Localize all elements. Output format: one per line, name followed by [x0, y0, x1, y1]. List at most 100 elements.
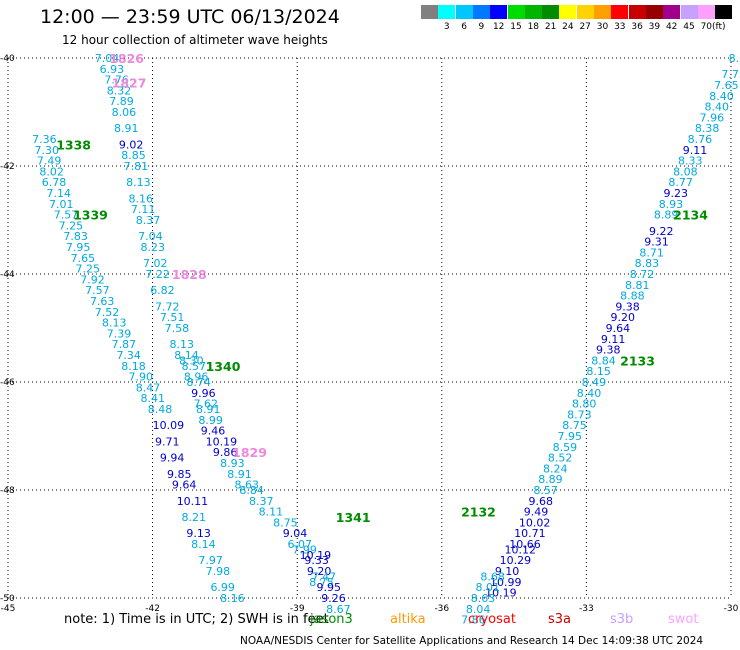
wave-height-label: 10.12 — [504, 543, 535, 556]
wave-height-label: 8.84 — [591, 354, 616, 367]
wave-height-label: 7.90 — [129, 371, 154, 384]
pass-time-label: 1341 — [336, 510, 371, 525]
wave-height-label: 6.82 — [150, 284, 175, 297]
wave-height-label: 8.37 — [136, 214, 161, 227]
x-tick-label: -36 — [434, 604, 449, 614]
wave-height-label: 8.63 — [235, 479, 259, 492]
wave-height-label: 9.71 — [155, 435, 180, 448]
y-tick-label: -40 — [0, 54, 15, 64]
wave-height-label: 8.04 — [466, 603, 491, 616]
wave-height-label: 9.04 — [283, 527, 308, 540]
wave-height-label: 8.84 — [239, 484, 263, 497]
wave-height-label: 9.38 — [615, 300, 640, 313]
wave-height-label: 8.76 — [688, 133, 713, 146]
wave-height-label: 8.24 — [543, 462, 568, 475]
wave-height-label: 8.18 — [121, 360, 145, 373]
wave-height-label: 8.59 — [553, 441, 578, 454]
pass-time-label: 1338 — [56, 137, 91, 152]
wave-height-label: 7.75 — [721, 68, 740, 81]
wave-height-label: 8.91 — [114, 122, 139, 135]
pass-time-label: 2132 — [461, 505, 496, 520]
wave-height-label: 8.06 — [112, 106, 137, 119]
pass-time-label: 1827 — [112, 75, 147, 90]
wave-height-label: 9.22 — [649, 225, 674, 238]
wave-height-label: 9.64 — [172, 479, 197, 492]
legend-swatch — [680, 5, 698, 19]
wave-height-label: 7.65 — [71, 252, 96, 265]
legend-label: 27 — [579, 22, 591, 32]
wave-height-label: 6.07 — [288, 538, 313, 551]
wave-height-label: 8.14 — [191, 538, 216, 551]
legend-label: 42 — [665, 22, 678, 32]
mission-cryosat: cryosat — [468, 612, 516, 627]
axis-layer: -45 -42 -39 -36 -33 -30 -40 -42 -44 -46 -48 -50 — [0, 54, 739, 614]
wave-height-label: 8.85 — [121, 149, 145, 162]
wave-height-label: 9.13 — [186, 527, 211, 540]
wave-height-label: 7.62 — [194, 398, 219, 411]
wave-height-label: 7.97 — [198, 554, 223, 567]
legend-swatch — [507, 5, 525, 19]
wave-height-label: 9.11 — [683, 144, 708, 157]
wave-height-label: 8.71 — [639, 246, 664, 259]
wave-height-label: 7.51 — [160, 311, 185, 324]
wave-height-label: 7.65 — [714, 79, 739, 92]
wave-height-label: 8.73 — [567, 408, 592, 421]
wave-height-label: 8.77 — [668, 176, 693, 189]
x-tick-label: -45 — [1, 604, 16, 614]
wave-height-label: 9.10 — [495, 565, 520, 578]
pass-time-label: 2134 — [673, 208, 708, 223]
wave-height-label: 8.99 — [198, 414, 223, 427]
wave-height-label: 8.96 — [184, 371, 209, 384]
wave-height-label: 10.66 — [509, 538, 541, 551]
x-tick-label: -33 — [579, 604, 594, 614]
wave-height-label: 7.04 — [95, 52, 120, 65]
wave-height-label: 10.99 — [490, 576, 522, 589]
wave-height-label: 7.11 — [131, 203, 156, 216]
wave-height-label: 7.92 — [80, 273, 105, 286]
time-labels: 1826 1827 1338 1339 1828 1340 1829 1341 2133 2134… — [56, 51, 708, 525]
wave-height-label: 7.14 — [47, 187, 71, 200]
wave-height-label: 7.49 — [37, 155, 62, 168]
wave-height-label: 7.58 — [165, 322, 190, 335]
wave-height-label: 7.34 — [116, 349, 141, 362]
wave-height-label: 8.08 — [673, 165, 698, 178]
wave-height-label: 8.14 — [174, 349, 199, 362]
y-tick-label: -42 — [0, 162, 15, 172]
wave-height-points: 7.046.937.768.327.898.068.919.028.857.81… — [32, 52, 740, 627]
wave-height-label: 8.89 — [654, 209, 679, 222]
wave-height-label: 7.30 — [35, 144, 60, 157]
wave-height-label: 9.11 — [601, 333, 626, 346]
legend-swatch — [472, 5, 490, 19]
wave-height-label: 10.09 — [153, 419, 185, 432]
wave-height-label: 8.72 — [630, 268, 655, 281]
wave-height-label: 8.93 — [220, 457, 245, 470]
wave-height-label: 8.28 — [729, 52, 740, 65]
wave-height-label: 8.57 — [182, 360, 207, 373]
wave-height-label: 9.94 — [160, 452, 185, 465]
legend-label: 24 — [562, 22, 574, 32]
wave-height-label: 6.93 — [100, 63, 125, 76]
wave-height-label: 8.68 — [480, 570, 505, 583]
wave-height-label: 9.31 — [644, 236, 669, 249]
wave-height-label: 8.02 — [39, 165, 64, 178]
wave-height-label: 8.38 — [695, 122, 720, 135]
wave-height-label: 9.64 — [606, 322, 631, 335]
wave-height-label: 10.19 — [485, 587, 517, 600]
wave-height-label: 8.88 — [620, 290, 645, 303]
wave-height-label: 7.39 — [107, 327, 132, 340]
wave-height-label: 7.89 — [109, 95, 134, 108]
wave-height-label: 8.75 — [562, 419, 587, 432]
wave-height-label: 8.30 — [179, 354, 204, 367]
wave-height-label: 8.80 — [572, 398, 597, 411]
y-tick-label: -46 — [0, 378, 15, 388]
wave-height-label: 10.19 — [300, 549, 332, 562]
legend-swatch — [645, 5, 663, 19]
legend-label: 3 — [443, 22, 450, 32]
wave-height-label: 10.11 — [177, 495, 209, 508]
wave-height-label: 8.75 — [309, 576, 334, 589]
wave-height-label: 8.15 — [586, 365, 611, 378]
wave-height-label: 7.98 — [206, 565, 231, 578]
mission-s3a: s3a — [548, 612, 572, 627]
legend-unit: (ft) — [712, 22, 726, 32]
